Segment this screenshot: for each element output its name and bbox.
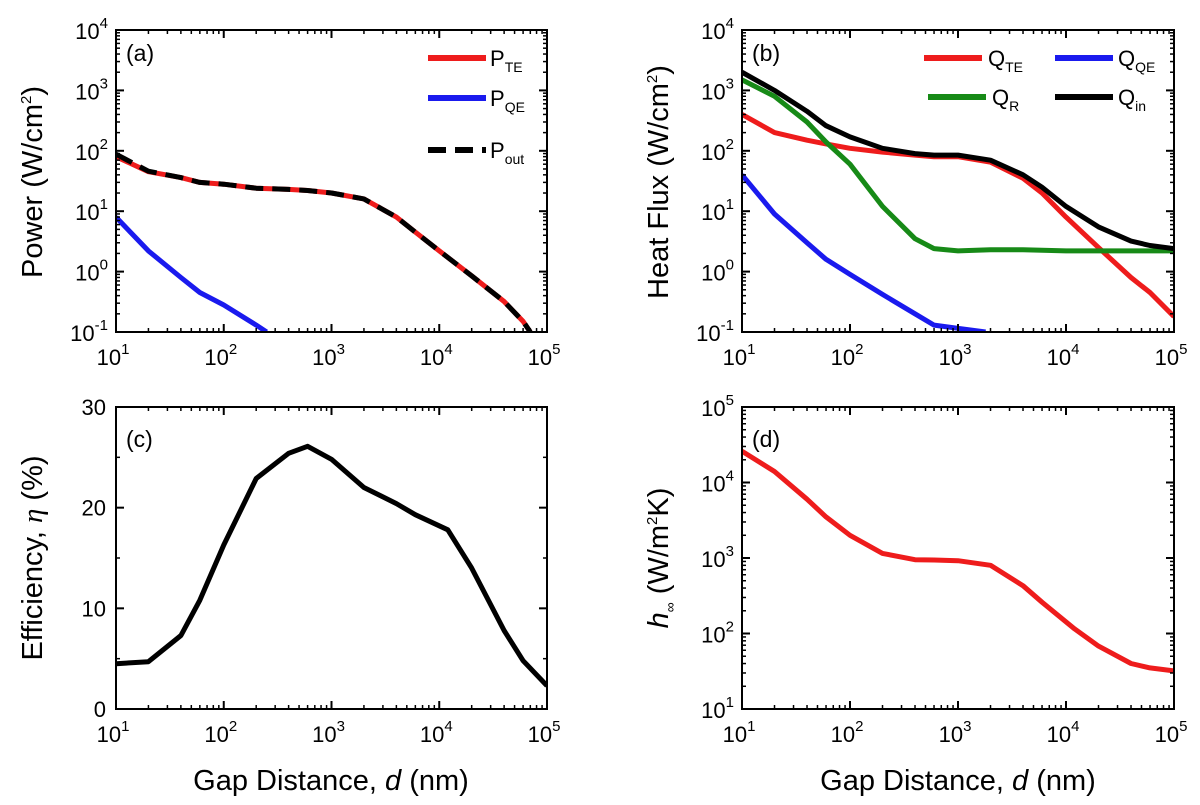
series-line-d-0: [742, 449, 1174, 674]
y-tick-label-d: 105: [701, 392, 734, 421]
x-tick-label-b: 101: [723, 341, 756, 370]
x-tick-label-c: 105: [528, 718, 561, 747]
y-tick-label-c: 20: [82, 496, 106, 521]
series-line-a-p-qe: [116, 215, 268, 332]
y-axis-label-c: Efficiency, η (%): [17, 455, 49, 660]
legend-label-p-qe: PQE: [490, 86, 525, 115]
y-tick-label-b: 100: [701, 257, 734, 286]
x-tick-label-a: 104: [420, 341, 453, 370]
series-line-b-q-te: [742, 112, 1174, 319]
series-line-a-p-out: [116, 151, 533, 332]
x-tick-label-d: 105: [1155, 718, 1188, 747]
y-tick-label-d: 104: [701, 468, 734, 497]
x-tick-label-a: 105: [528, 341, 561, 370]
series-line-c-0: [116, 443, 547, 688]
legend-label-q-r: QR: [992, 85, 1019, 114]
panel-label-b: (b): [752, 40, 780, 66]
y-tick-label-b: 102: [701, 136, 734, 165]
series-line-b-q-in: [742, 70, 1174, 252]
y-tick-label-a: 103: [75, 75, 108, 104]
plot-frame-c: [115, 406, 548, 710]
panel-label-c: (c): [126, 426, 153, 452]
series-lines-b: [742, 70, 1174, 332]
series-lines-d: [742, 449, 1174, 674]
y-tick-label-c: 0: [94, 697, 106, 722]
y-tick-label-b: 10-1: [696, 317, 734, 346]
ticks-b: 101 102 103 104 105 10-1 100 101 102 103 104: [696, 15, 1187, 370]
series-lines-c: [116, 443, 547, 688]
x-tick-label-a: 101: [97, 341, 130, 370]
legend-label-q-te: QTE: [988, 46, 1023, 75]
series-line-b-q-qe: [742, 173, 986, 332]
ticks-a: 101 102 103 104 105 10-1 100 101 102 103 104: [70, 15, 560, 370]
y-axis-label-b: Heat Flux (W/cm2): [643, 65, 675, 299]
y-tick-label-c: 10: [82, 596, 106, 621]
x-tick-label-d: 102: [831, 718, 864, 747]
legend-label-p-out: Pout: [490, 138, 524, 167]
panel-label-a: (a): [126, 40, 154, 66]
legend-label-q-in: Qin: [1118, 85, 1146, 114]
y-tick-label-a: 101: [75, 196, 108, 225]
y-tick-label-d: 102: [701, 619, 734, 648]
x-axis-label-c: Gap Distance, d (nm): [193, 765, 469, 797]
legend-label-p-te: PTE: [490, 46, 523, 75]
y-tick-label-b: 104: [701, 15, 734, 44]
series-line-b-q-r: [742, 77, 1174, 254]
x-tick-label-d: 104: [1047, 718, 1080, 747]
legend-label-q-qe: QQE: [1118, 46, 1155, 75]
x-tick-label-c: 104: [420, 718, 453, 747]
panel-b: 101 102 103 104 105 10-1 100 101 102 103 104 (b) Q…: [643, 15, 1187, 370]
y-tick-label-d: 101: [701, 694, 734, 723]
x-tick-label-d: 101: [723, 718, 756, 747]
plot-frame-d: [741, 406, 1175, 710]
series-lines-a: [116, 151, 533, 332]
y-tick-label-a: 102: [75, 136, 108, 165]
plot-frame-b: [741, 29, 1175, 333]
x-tick-label-a: 102: [204, 341, 237, 370]
y-tick-label-b: 101: [701, 196, 734, 225]
y-axis-label-a: Power (W/cm2): [17, 86, 49, 278]
panel-a: 101 102 103 104 105 10-1 100 101 102 103 104 (a) P…: [17, 15, 560, 370]
legend-b: QTE QQE QR Qin: [924, 46, 1155, 114]
x-tick-label-c: 102: [204, 718, 237, 747]
x-tick-label-d: 103: [939, 718, 972, 747]
x-tick-label-c: 103: [312, 718, 345, 747]
panel-c: 101 102 103 104 105 0 10 20 30 (c) Efficiency, η…: [17, 395, 560, 797]
y-tick-label-c: 30: [82, 395, 106, 420]
x-tick-label-a: 103: [312, 341, 345, 370]
ticks-c: 101 102 103 104 105 0 10 20 30: [82, 395, 561, 747]
x-axis-label-d: Gap Distance, d (nm): [820, 765, 1096, 797]
y-tick-label-a: 104: [75, 15, 108, 44]
y-tick-label-d: 103: [701, 543, 734, 572]
x-tick-label-b: 103: [939, 341, 972, 370]
x-tick-label-b: 105: [1155, 341, 1188, 370]
y-tick-label-a: 10-1: [70, 317, 108, 346]
panel-d: 101 102 103 104 105 101 102 103 104 105 (d) h∞ (W…: [643, 392, 1187, 797]
legend-a: PTE PQE Pout: [428, 46, 525, 167]
y-axis-label-d: h∞ (W/m2K): [643, 488, 678, 629]
ticks-d: 101 102 103 104 105 101 102 103 104 105: [701, 392, 1187, 747]
x-tick-label-b: 104: [1047, 341, 1080, 370]
x-tick-label-b: 102: [831, 341, 864, 370]
y-tick-label-a: 100: [75, 257, 108, 286]
y-tick-label-b: 103: [701, 75, 734, 104]
panel-label-d: (d): [752, 426, 780, 452]
series-line-a-p-te: [116, 154, 533, 332]
x-tick-label-c: 101: [97, 718, 130, 747]
